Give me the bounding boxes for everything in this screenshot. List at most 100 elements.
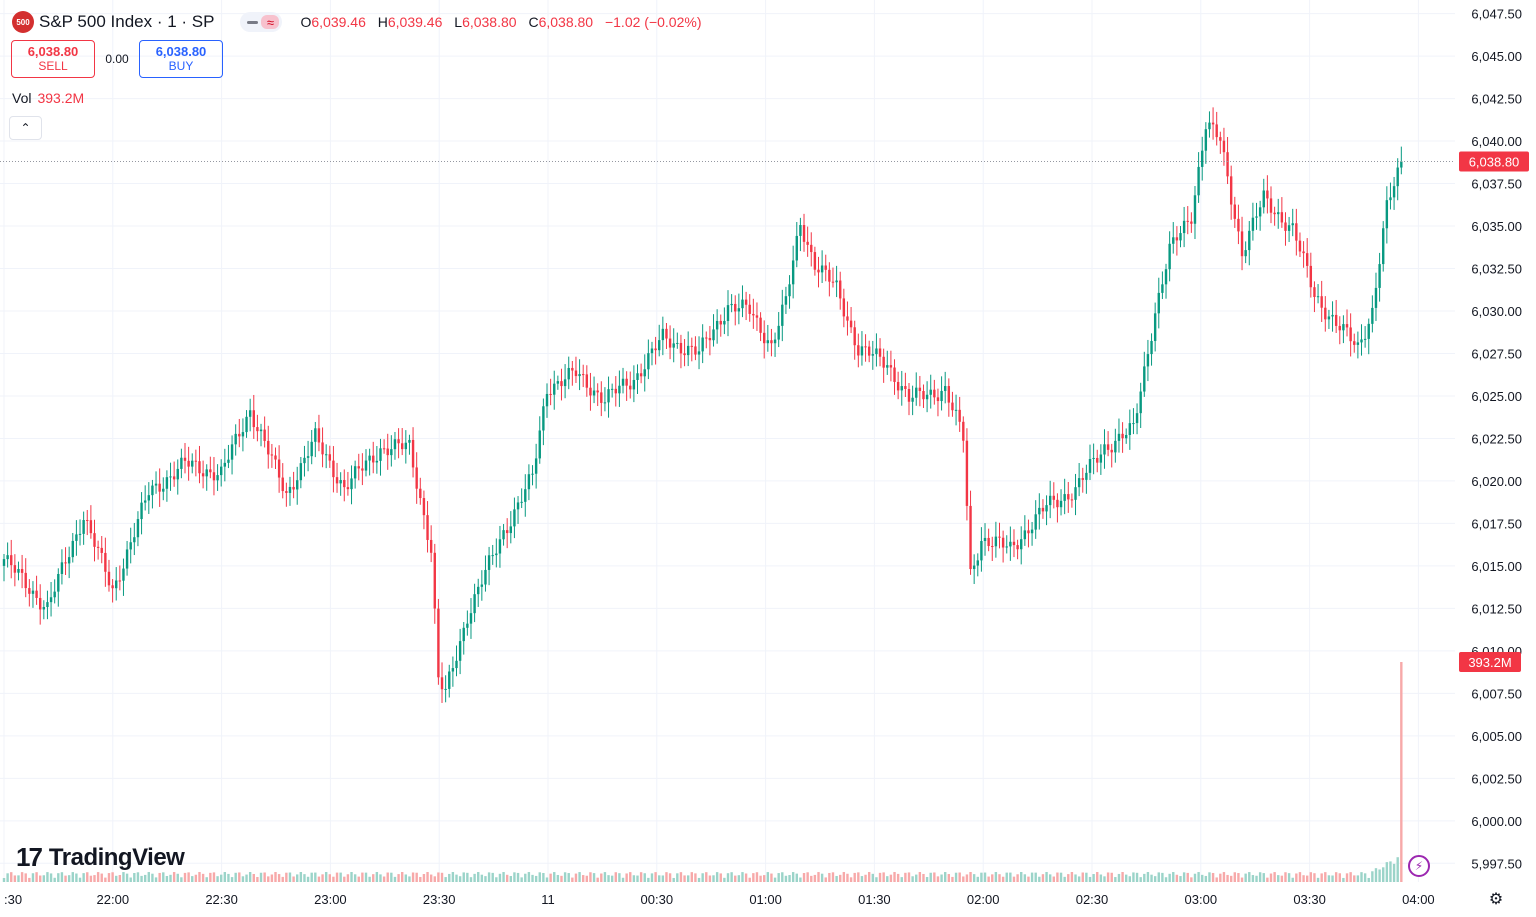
candle-body bbox=[158, 483, 161, 492]
volume-bar bbox=[976, 876, 979, 882]
volume-bar bbox=[310, 872, 313, 882]
volume-bar bbox=[1226, 874, 1229, 882]
approx-icon[interactable]: ≈ bbox=[261, 15, 280, 30]
last-price-tag-label: 6,038.80 bbox=[1469, 154, 1520, 169]
candle-body bbox=[549, 393, 552, 395]
candle-body bbox=[1400, 161, 1403, 168]
volume-bar bbox=[122, 872, 125, 882]
candle-body bbox=[705, 337, 708, 339]
candle-body bbox=[444, 688, 447, 690]
candle-body bbox=[661, 328, 665, 341]
candle-body bbox=[136, 519, 140, 538]
candle-body bbox=[596, 390, 599, 393]
volume-bar bbox=[209, 872, 212, 882]
tradingview-watermark[interactable]: 17 TradingView bbox=[16, 842, 185, 873]
candle-body bbox=[1237, 218, 1240, 232]
candle-body bbox=[1201, 150, 1204, 167]
candle-body bbox=[1240, 231, 1244, 257]
settings-gear-icon[interactable]: ⚙ bbox=[1488, 891, 1504, 908]
candle-body bbox=[650, 348, 654, 354]
candle-body bbox=[303, 457, 306, 464]
volume-bar bbox=[900, 877, 903, 882]
candle-body bbox=[534, 458, 538, 474]
volume-bar bbox=[245, 874, 248, 882]
volume-bar bbox=[1161, 872, 1164, 882]
candle-body bbox=[96, 546, 100, 548]
volume-bar bbox=[1009, 872, 1012, 882]
volume-bar bbox=[419, 876, 422, 882]
candle-body bbox=[907, 388, 911, 402]
volume-bar bbox=[621, 877, 625, 882]
lightning-icon[interactable]: ⚡ bbox=[1408, 855, 1430, 877]
candle-body bbox=[1175, 237, 1179, 241]
buy-button[interactable]: 6,038.80 BUY bbox=[139, 40, 223, 78]
volume-bar bbox=[795, 873, 798, 882]
candle-body bbox=[896, 381, 900, 391]
candle-body bbox=[875, 348, 878, 355]
volume-bar bbox=[455, 874, 458, 882]
volume-bar bbox=[1382, 867, 1385, 882]
volume-bar bbox=[1117, 873, 1121, 882]
buy-price: 6,038.80 bbox=[155, 44, 207, 59]
volume-bar bbox=[125, 873, 129, 882]
time-tick-label: :30 bbox=[4, 892, 22, 907]
candle-body bbox=[991, 546, 994, 548]
candle-body bbox=[1117, 433, 1121, 441]
volume-bar bbox=[864, 874, 867, 882]
candle-body bbox=[621, 378, 625, 386]
volume-bar bbox=[589, 872, 592, 882]
candle-body bbox=[28, 588, 31, 594]
volume-bar bbox=[788, 875, 791, 882]
volume-bar bbox=[911, 876, 914, 882]
volume-bar bbox=[509, 876, 512, 882]
candle-body bbox=[353, 466, 357, 479]
candle-body bbox=[589, 387, 592, 396]
candle-body bbox=[643, 369, 646, 377]
candle-body bbox=[647, 353, 650, 370]
legend-toggle-pill[interactable]: ≈ bbox=[240, 12, 283, 32]
volume-bar bbox=[67, 875, 71, 882]
volume-bar bbox=[1201, 874, 1204, 882]
candle-body bbox=[46, 602, 49, 608]
price-tick-label: 6,037.50 bbox=[1471, 177, 1522, 192]
volume-bar bbox=[93, 875, 96, 882]
candle-body bbox=[1092, 457, 1095, 460]
high-value: 6,039.46 bbox=[387, 14, 443, 30]
candle-body bbox=[1168, 243, 1171, 270]
volume-bar bbox=[1284, 872, 1287, 882]
sell-button[interactable]: 6,038.80 SELL bbox=[11, 40, 95, 78]
volume-bar bbox=[538, 872, 541, 882]
candle-body bbox=[1287, 225, 1291, 231]
candle-body bbox=[339, 480, 342, 484]
price-tick-label: 6,020.00 bbox=[1471, 474, 1522, 489]
candle-body bbox=[1048, 495, 1052, 506]
candle-body bbox=[86, 520, 89, 522]
volume-legend[interactable]: Vol 393.2M bbox=[12, 90, 84, 106]
symbol-title[interactable]: S&P 500 Index · 1 · SP bbox=[39, 12, 215, 31]
volume-bar bbox=[154, 877, 158, 882]
volume-bar bbox=[151, 873, 154, 882]
collapse-legend-button[interactable]: ⌃ bbox=[9, 116, 42, 140]
volume-bar bbox=[625, 873, 628, 882]
candle-body bbox=[828, 269, 831, 282]
volume-bar bbox=[375, 872, 379, 882]
candle-body bbox=[1034, 514, 1037, 530]
time-tick-label: 02:00 bbox=[967, 892, 1000, 907]
minus-icon[interactable] bbox=[243, 15, 261, 29]
candle-body bbox=[419, 488, 422, 499]
candle-body bbox=[1309, 265, 1313, 288]
volume-bar bbox=[1193, 873, 1197, 882]
volume-bar bbox=[415, 872, 418, 882]
volume-bar bbox=[35, 872, 38, 882]
volume-bar bbox=[1240, 877, 1244, 882]
candle-body bbox=[940, 390, 943, 402]
price-axis[interactable]: 6,047.50 6,045.00 6,042.50 6,040.00 6,037.50… bbox=[1455, 0, 1536, 917]
volume-bar bbox=[429, 874, 433, 882]
volume-bar bbox=[180, 877, 183, 882]
volume-bar bbox=[1168, 873, 1171, 882]
spread-value: 0.00 bbox=[105, 52, 129, 66]
candle-body bbox=[1302, 251, 1305, 254]
time-axis[interactable]: :30 22:00 22:30 23:00 23:30 11 00:30 01:00 01:30… bbox=[0, 882, 1536, 917]
candle-body bbox=[944, 386, 947, 391]
